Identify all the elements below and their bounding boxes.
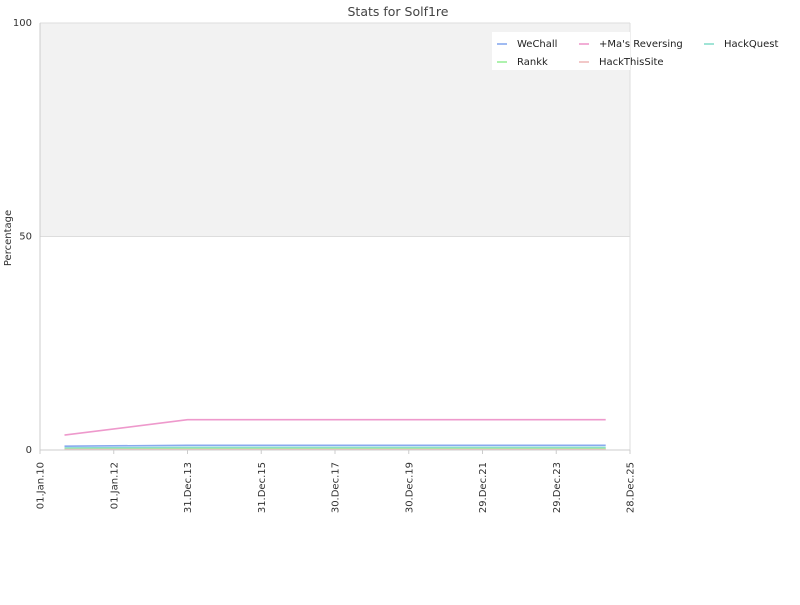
- series-line-hackquest: [65, 447, 606, 448]
- legend-label: HackQuest: [724, 39, 779, 50]
- x-tick-label: 31.Dec.15: [257, 462, 268, 513]
- x-tick-label: 29.Dec.21: [478, 462, 489, 513]
- legend-label: WeChall: [517, 39, 557, 50]
- x-tick-label: 30.Dec.17: [331, 462, 342, 513]
- legend[interactable]: WeChall +Ma's Reversing HackQuest Rankk Hack…: [492, 32, 779, 70]
- x-tick-label: 30.Dec.19: [404, 462, 415, 513]
- x-tick-label: 01.Jan.12: [109, 462, 120, 509]
- x-tick-labels: 01.Jan.10 01.Jan.12 31.Dec.13 31.Dec.15 30.D…: [36, 450, 637, 513]
- y-tick-labels: 0 50 100: [13, 18, 32, 456]
- legend-item-hackquest[interactable]: HackQuest: [704, 39, 779, 50]
- series-line-wechall: [65, 445, 606, 446]
- legend-label: HackThisSite: [599, 57, 664, 68]
- legend-label: Rankk: [517, 57, 548, 68]
- x-tick-label: 29.Dec.23: [552, 462, 563, 513]
- x-tick-label: 01.Jan.10: [36, 462, 47, 509]
- x-tick-label: 28.Dec.25: [626, 462, 637, 513]
- legend-label: +Ma's Reversing: [599, 39, 683, 50]
- x-tick-label: 31.Dec.13: [183, 462, 194, 513]
- y-tick-label: 50: [19, 232, 32, 243]
- y-tick-label: 100: [13, 18, 32, 29]
- y-axis-label: Percentage: [3, 210, 14, 266]
- chart-title: Stats for Solf1re: [347, 4, 448, 19]
- y-tick-label: 0: [26, 445, 32, 456]
